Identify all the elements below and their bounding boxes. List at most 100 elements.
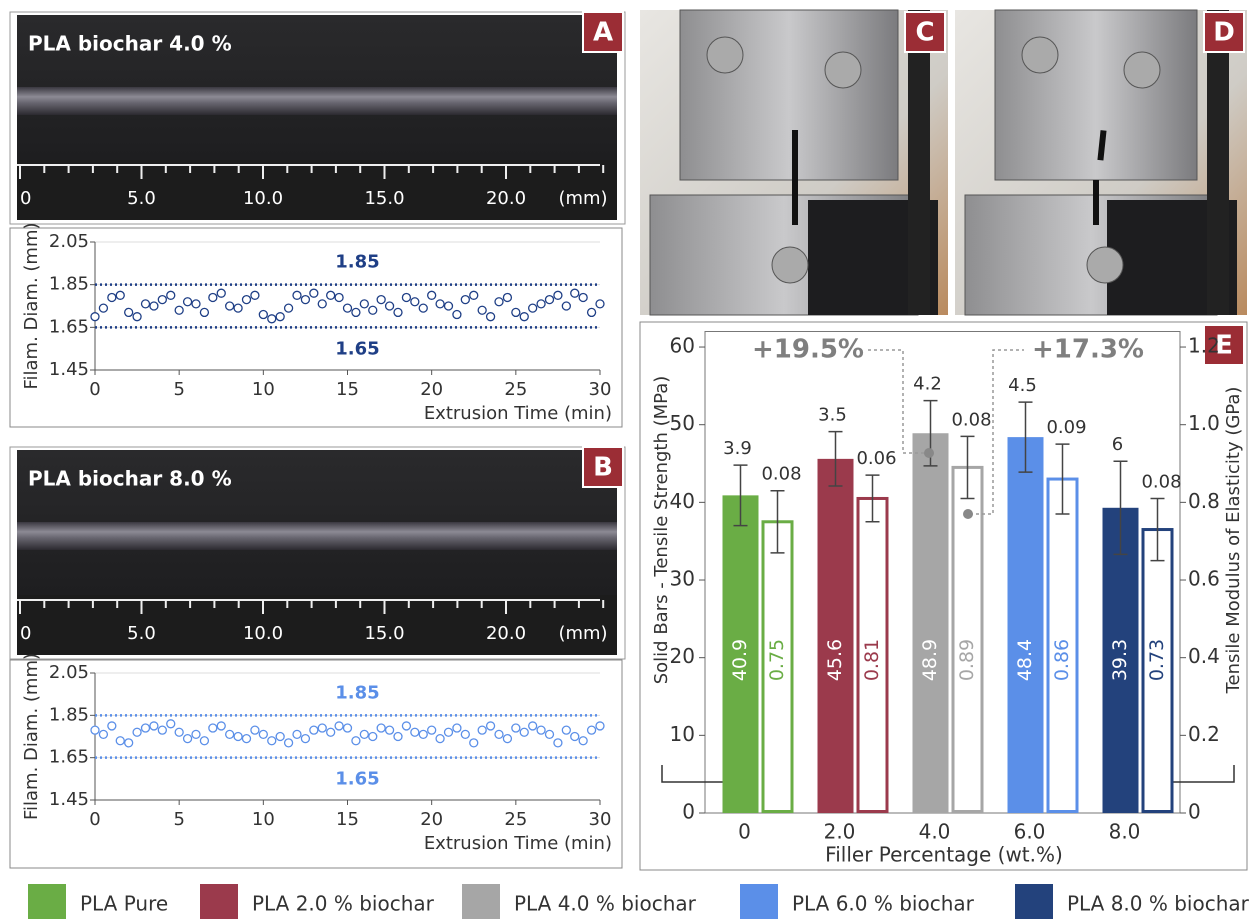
legend-label: PLA 8.0 % biochar (1067, 892, 1250, 916)
y2-axis-label: Tensile Modulus of Elasticity (GPa) (1223, 387, 1244, 695)
data-point (394, 733, 402, 741)
error-label: 0.08 (1141, 471, 1181, 492)
x-tick-label: 5 (173, 809, 184, 830)
data-point (470, 291, 478, 299)
annotation-dot (963, 509, 973, 519)
panel-badge-letter: D (1213, 18, 1235, 48)
data-point (436, 300, 444, 308)
data-point (503, 735, 511, 743)
y-axis-label: Solid Bars - Tensile Strength (MPa) (651, 376, 672, 685)
data-point (377, 724, 385, 732)
data-point (386, 302, 394, 310)
legend-swatch (740, 884, 778, 919)
x-tick-label: 2.0 (824, 820, 856, 844)
ruler-label: 20.0 (486, 623, 526, 644)
x-tick-label: 5 (173, 379, 184, 400)
data-point (554, 739, 562, 747)
bar-value-label: 39.3 (1109, 639, 1131, 681)
data-point (445, 728, 453, 736)
screw (772, 247, 808, 283)
x-tick-label: 30 (589, 809, 612, 830)
x-axis-label: Filler Percentage (wt.%) (825, 843, 1063, 867)
legend-swatch (1015, 884, 1053, 919)
screw (707, 37, 743, 73)
reference-label: 1.85 (335, 252, 379, 273)
y-axis-label: Filam. Diam. (mm) (21, 653, 42, 820)
x-tick-label: 0 (738, 820, 751, 844)
y-tick-label: 50 (670, 411, 695, 435)
y-tick-label: 60 (670, 334, 695, 358)
data-point (360, 730, 368, 738)
y-tick-label: 10 (670, 722, 695, 746)
data-point (495, 298, 503, 306)
data-point (285, 739, 293, 747)
y-tick-label: 30 (670, 567, 695, 591)
data-point (91, 726, 99, 734)
data-point (596, 300, 604, 308)
data-point (487, 722, 495, 730)
y-tick-label: 40 (670, 489, 695, 513)
ruler (17, 595, 617, 655)
bar-value-label: 0.75 (766, 639, 788, 681)
data-point (226, 730, 234, 738)
data-point (461, 730, 469, 738)
data-point (209, 293, 217, 301)
data-point (352, 737, 360, 745)
data-point (571, 733, 579, 741)
y-axis-label: Filam. Diam. (mm) (21, 222, 42, 389)
data-point (175, 306, 183, 314)
data-point (327, 728, 335, 736)
data-point (453, 311, 461, 319)
bar (818, 459, 854, 813)
data-point (318, 300, 326, 308)
data-point (108, 722, 116, 730)
data-point (554, 291, 562, 299)
data-point (529, 304, 537, 312)
error-label: 0.08 (951, 409, 991, 430)
error-label: 0.08 (761, 464, 801, 485)
data-point (301, 296, 309, 304)
data-point (116, 737, 124, 745)
panel-title: PLA biochar 8.0 % (28, 467, 232, 491)
data-point (402, 722, 410, 730)
data-point (175, 728, 183, 736)
data-point (562, 726, 570, 734)
legend-swatch (462, 884, 500, 919)
specimen (792, 130, 798, 225)
y-tick-label: 1.85 (49, 704, 89, 725)
annotation: +19.5% (752, 335, 864, 365)
y2-tick-label: 0.4 (1188, 644, 1220, 668)
data-point (150, 302, 158, 310)
data-point (344, 724, 352, 732)
x-tick-label: 25 (504, 809, 527, 830)
data-point (276, 733, 284, 741)
data-point (335, 722, 343, 730)
screw (1022, 37, 1058, 73)
data-point (377, 296, 385, 304)
legend-label: PLA 6.0 % biochar (792, 892, 975, 916)
data-point (537, 300, 545, 308)
filament-image (17, 87, 617, 115)
data-point (453, 724, 461, 732)
data-point (369, 733, 377, 741)
ruler (17, 160, 617, 220)
data-point (386, 726, 394, 734)
panel-badge-letter: B (593, 453, 613, 483)
frame-column (1207, 10, 1229, 315)
reference-label: 1.85 (335, 682, 379, 703)
error-label: 4.5 (1008, 375, 1037, 396)
x-tick-label: 20 (420, 379, 443, 400)
upper-grip (995, 10, 1197, 180)
y2-tick-label: 0 (1188, 800, 1201, 824)
y2-tick-label: 1.0 (1188, 411, 1220, 435)
x-tick-label: 0 (89, 809, 100, 830)
y2-tick-label: 0.2 (1188, 722, 1220, 746)
data-point (125, 739, 133, 747)
y-tick-label: 1.45 (49, 359, 89, 380)
data-point (184, 298, 192, 306)
data-point (579, 737, 587, 745)
data-point (318, 724, 326, 732)
y-tick-label: 1.65 (49, 747, 89, 768)
x-tick-label: 30 (589, 379, 612, 400)
data-point (529, 722, 537, 730)
